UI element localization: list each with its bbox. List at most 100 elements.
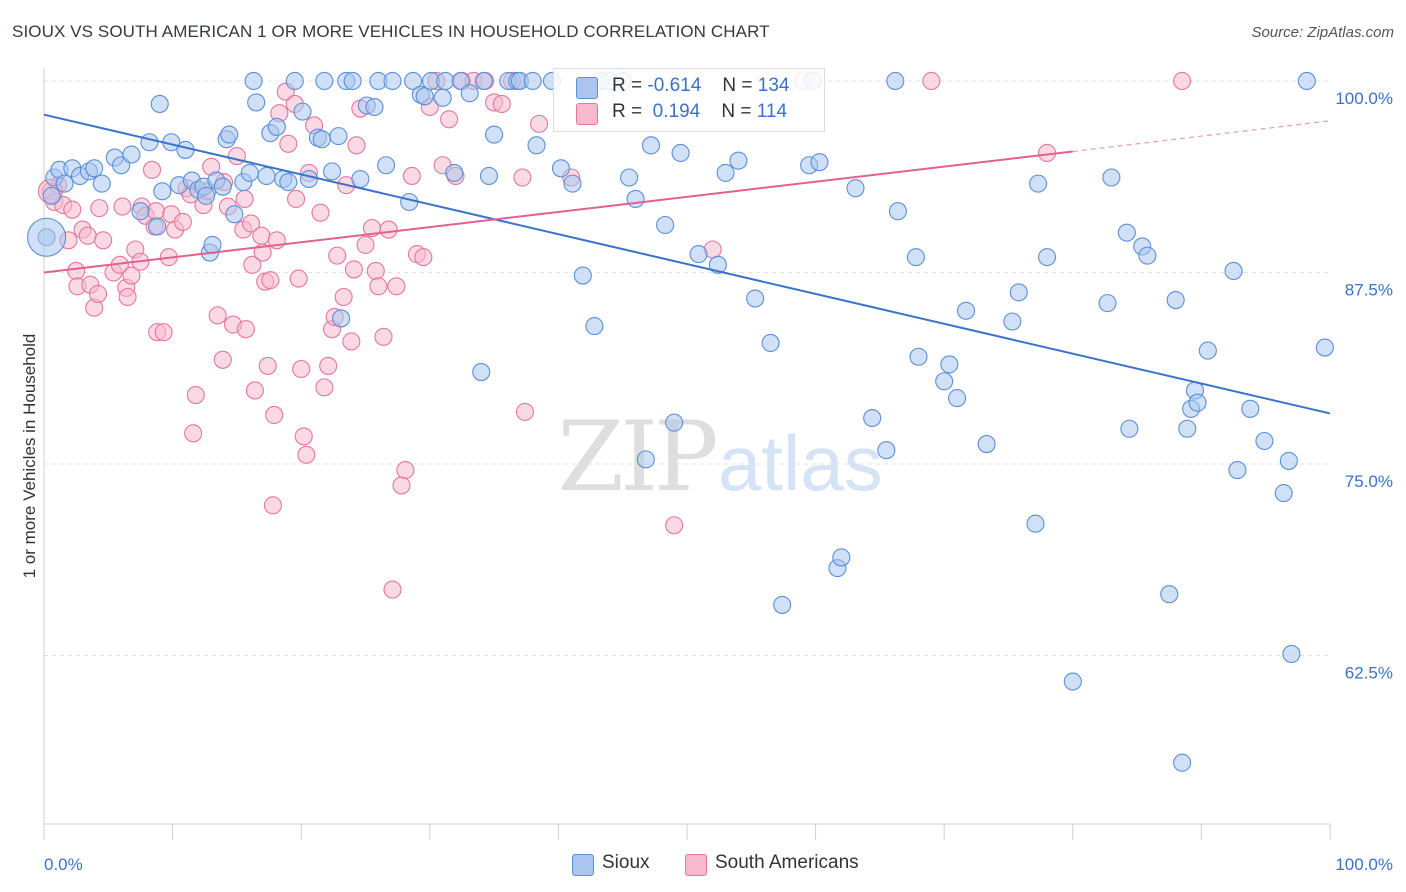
sioux-point <box>886 71 905 91</box>
sioux-point <box>1224 261 1243 280</box>
sioux-point <box>1315 338 1334 357</box>
south-americans-point <box>369 277 388 296</box>
sioux-point <box>1038 248 1057 267</box>
y-tick-label: 62.5% <box>1345 663 1393 682</box>
south-americans-point <box>414 248 433 267</box>
sioux-point <box>293 102 312 121</box>
sioux-point <box>1098 294 1117 313</box>
y-tick-label: 87.5% <box>1345 280 1393 299</box>
sioux-point <box>810 153 829 172</box>
sioux-r-value: -0.614 <box>647 75 702 96</box>
sioux-point <box>436 71 455 91</box>
bottom-legend-sioux-label: Sioux <box>602 852 650 873</box>
sioux-point <box>708 255 727 274</box>
sioux-point <box>977 435 996 454</box>
sioux-point <box>279 173 298 192</box>
south-americans-point <box>118 287 137 307</box>
south-americans-point <box>122 266 141 285</box>
south-americans-point <box>922 71 941 91</box>
south-americans-point <box>347 136 366 155</box>
south-americans-point <box>513 168 532 187</box>
sioux-point <box>383 71 402 91</box>
chart-title: SIOUX VS SOUTH AMERICAN 1 OR MORE VEHICL… <box>12 22 770 41</box>
sioux-point <box>92 174 111 193</box>
x-tick-label: 0.0% <box>44 855 83 874</box>
south-americans-point <box>186 385 205 405</box>
sioux-point <box>641 136 661 155</box>
south-americans-point <box>515 402 535 421</box>
sioux-point <box>1178 419 1197 438</box>
sioux-point <box>329 127 348 146</box>
south-americans-point <box>252 226 271 245</box>
sioux-point <box>213 177 232 196</box>
south-americans-point <box>67 261 86 280</box>
sa-n-label: N = <box>721 101 752 122</box>
sioux-point <box>312 130 331 149</box>
south-americans-point <box>1173 71 1192 91</box>
sioux-point <box>626 189 645 208</box>
sioux-point <box>285 71 304 91</box>
south-americans-point <box>245 381 264 400</box>
sioux-point <box>1160 585 1179 604</box>
south-americans-point <box>440 110 459 129</box>
south-americans-point <box>311 203 330 222</box>
sioux-point <box>832 548 851 567</box>
sioux-point <box>1117 223 1136 242</box>
trend-lines <box>43 113 1331 415</box>
sioux-point <box>1003 312 1022 331</box>
sioux-point <box>433 88 452 107</box>
south-americans-points <box>37 71 1192 599</box>
south-americans-point <box>294 427 313 446</box>
south-americans-point <box>665 516 684 535</box>
south-americans-point <box>243 255 262 274</box>
south-americans-point <box>113 197 132 216</box>
sioux-point <box>948 389 967 408</box>
sioux-point <box>761 333 780 353</box>
sioux-point <box>415 87 434 106</box>
south-americans-point <box>208 306 227 325</box>
south-americans-point <box>265 405 284 425</box>
sioux-point <box>150 94 169 114</box>
sioux-n-value: 134 <box>757 75 790 96</box>
sioux-point <box>472 363 491 382</box>
sioux-point <box>1166 291 1185 310</box>
sioux-point <box>689 245 708 264</box>
south-americans-point <box>261 271 280 290</box>
sioux-point <box>585 317 604 336</box>
sioux-point <box>1274 484 1293 503</box>
y-axis-title: 1 or more Vehicles in Household <box>20 334 39 579</box>
sioux-point <box>323 162 342 181</box>
sioux-point <box>1102 168 1121 187</box>
sioux-point <box>1241 399 1260 418</box>
south-americans-point <box>173 212 192 231</box>
sioux-point <box>1063 672 1082 691</box>
source-label: Source: ZipAtlas.com <box>1251 24 1394 41</box>
sioux-point <box>85 159 104 178</box>
south-americans-point <box>383 580 402 599</box>
sioux-point <box>957 301 976 320</box>
south-americans-point <box>366 261 385 280</box>
sioux-point <box>140 133 159 152</box>
sioux-point <box>1279 451 1298 470</box>
south-americans-trend-line <box>43 150 1073 274</box>
south-americans-point <box>184 424 203 443</box>
south-americans-point <box>374 327 393 346</box>
sioux-point <box>485 125 504 144</box>
sioux-point <box>257 166 276 186</box>
sioux-point <box>247 93 266 112</box>
sioux-point <box>527 136 546 155</box>
y-tick-label: 100.0% <box>1335 89 1393 108</box>
south-americans-point <box>392 476 411 495</box>
south-americans-point <box>287 189 306 208</box>
sioux-r-label: R = <box>612 75 643 96</box>
south-americans-point <box>142 160 162 179</box>
south-americans-point <box>258 356 277 375</box>
south-americans-point <box>402 166 421 186</box>
sioux-point <box>225 205 244 224</box>
watermark-zip: ZIP <box>557 401 716 513</box>
south-americans-point <box>279 134 298 153</box>
sioux-point <box>1138 246 1157 265</box>
sioux-point <box>1228 461 1247 480</box>
sioux-point <box>671 143 690 163</box>
sioux-point <box>1029 174 1048 193</box>
